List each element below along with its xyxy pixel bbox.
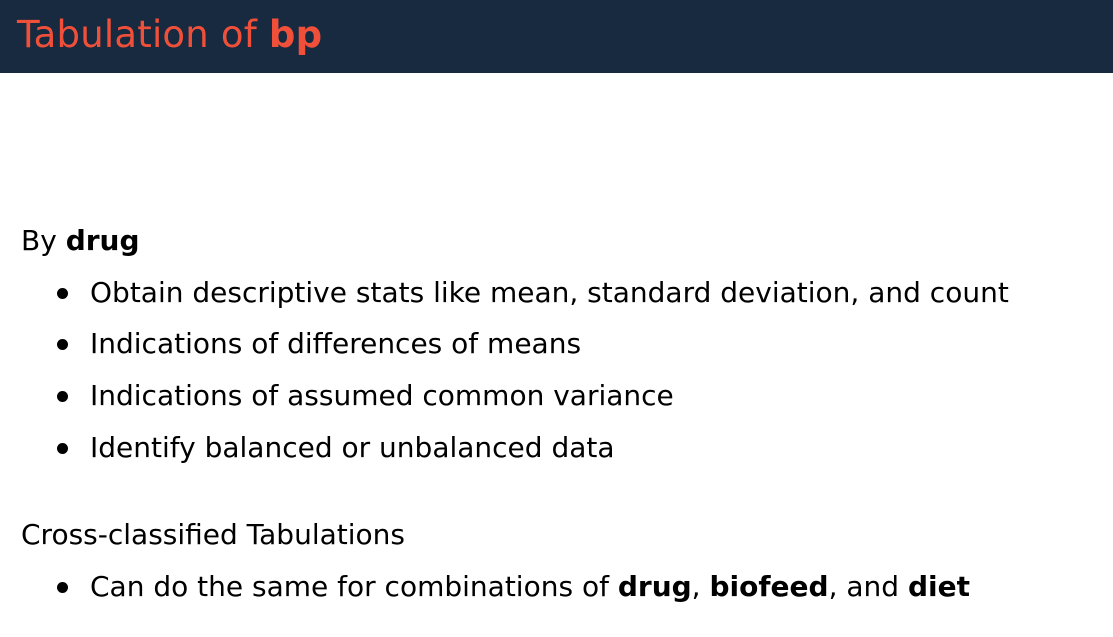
section-heading-cross-classified: Cross-classified Tabulations bbox=[21, 518, 405, 551]
section-heading-by-drug: By drug bbox=[21, 223, 140, 259]
slide-title-prefix: Tabulation of bbox=[17, 13, 269, 56]
bullet-text: Indications of assumed common variance bbox=[90, 379, 674, 412]
bullet-text: Identify balanced or unbalanced data bbox=[90, 431, 615, 464]
bullet-dot-icon bbox=[57, 288, 68, 299]
term-diet: diet bbox=[907, 570, 970, 603]
separator: , and bbox=[828, 570, 908, 603]
section-heading-prefix: By bbox=[21, 224, 66, 257]
bullet-text-prefix: Can do the same for combinations of bbox=[90, 570, 618, 603]
term-drug: drug bbox=[617, 570, 692, 603]
separator: , bbox=[691, 570, 710, 603]
slide-title: Tabulation of bp bbox=[17, 11, 322, 59]
bullet-text: Indications of differences of means bbox=[90, 327, 582, 360]
bullet-text: Obtain descriptive stats like mean, stan… bbox=[90, 276, 1009, 309]
bullet-dot-icon bbox=[57, 582, 68, 593]
slide-title-emphasis: bp bbox=[268, 13, 323, 56]
section-heading-emphasis: drug bbox=[65, 224, 140, 257]
bullet-dot-icon bbox=[57, 339, 68, 350]
title-bar: Tabulation of bp bbox=[0, 0, 1113, 73]
bullet-dot-icon bbox=[57, 443, 68, 454]
bullet-text: Can do the same for combinations of drug… bbox=[90, 568, 970, 606]
term-biofeed: biofeed bbox=[709, 570, 829, 603]
bullet-dot-icon bbox=[57, 391, 68, 402]
